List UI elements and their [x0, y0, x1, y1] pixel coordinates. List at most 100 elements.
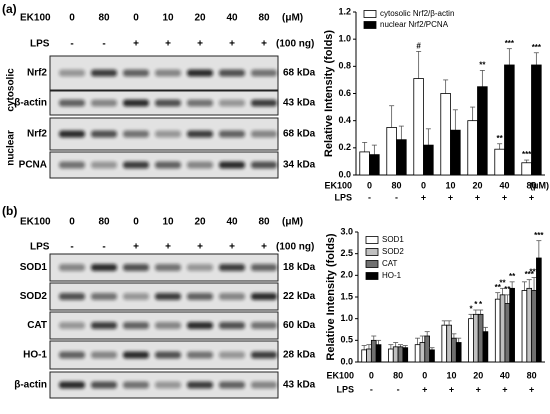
legend-label: HO-1 [382, 271, 402, 280]
blot-band [219, 351, 245, 359]
bar [477, 313, 484, 363]
bar [441, 324, 448, 363]
lps-sign: + [197, 242, 203, 253]
lps-unit: (100 ng) [276, 242, 314, 253]
blot-band [219, 264, 245, 271]
blot-band [187, 264, 213, 271]
blot-band [251, 161, 277, 169]
ek100-dose: 40 [226, 13, 238, 24]
blot-band [187, 322, 213, 329]
protein-size: 22 kDa [283, 291, 316, 302]
bar [423, 144, 434, 176]
x-tick-label: 80 [391, 180, 401, 190]
blot-band [155, 130, 181, 138]
bar [531, 290, 537, 363]
bar [509, 287, 515, 363]
bar [397, 346, 404, 363]
protein-name: SOD1 [20, 262, 48, 273]
blot-band [123, 264, 149, 271]
x-unit: (μM) [530, 180, 549, 190]
y-tick-label: 1.0 [338, 34, 351, 44]
lps-sign: + [133, 39, 139, 50]
ek100-unit: (μM) [282, 217, 303, 228]
bar [440, 93, 451, 176]
blot-band [155, 69, 181, 77]
lps-sign: + [165, 39, 171, 50]
bar [494, 298, 501, 363]
lps-sign: + [448, 192, 453, 202]
protein-name: PCNA [19, 160, 47, 171]
x-tick-label: 80 [527, 370, 537, 380]
x-tick-label: 10 [445, 180, 455, 190]
legend-swatch [365, 236, 379, 244]
x-row-label: EK100 [326, 370, 354, 380]
lps-sign: + [261, 242, 267, 253]
lps-sign: - [102, 39, 105, 50]
blot-band [155, 293, 181, 300]
blot-band [123, 381, 149, 389]
lps-sign: + [502, 192, 507, 202]
lps-sign: + [449, 384, 454, 394]
ek100-dose: 80 [98, 13, 110, 24]
bar [369, 154, 380, 176]
legend-swatch [363, 21, 377, 29]
panel-label: (a) [2, 2, 17, 16]
bar [494, 148, 505, 176]
bar [531, 64, 542, 176]
ek100-dose: 10 [162, 13, 174, 24]
y-tick-label: 1.2 [338, 6, 351, 16]
y-tick-label: 0.4 [338, 115, 351, 125]
bar [504, 64, 515, 176]
bar [419, 342, 426, 363]
significance-mark: *** [532, 43, 542, 52]
significance-mark: ** [499, 278, 506, 287]
ek100-dose: 40 [226, 217, 238, 228]
blot-band [219, 293, 245, 300]
blot-band [187, 381, 213, 389]
y-axis-label: Relative Intensity (folds) [323, 30, 335, 157]
bar [414, 344, 421, 363]
blot-band [187, 161, 213, 169]
blot-band [91, 351, 117, 359]
blot-band [59, 264, 85, 271]
bar [386, 127, 397, 176]
bar [499, 294, 506, 363]
protein-name: β-actin [14, 380, 47, 391]
blot-band [155, 99, 181, 107]
bar [429, 349, 435, 363]
protein-size: 68 kDa [283, 129, 316, 140]
blot-band [251, 69, 277, 77]
significance-mark: ** [479, 61, 486, 70]
lps-sign: + [476, 384, 481, 394]
lps-sign: + [529, 384, 534, 394]
blot-band [251, 264, 277, 271]
ek100-dose: 10 [162, 217, 174, 228]
blot-band [187, 293, 213, 300]
significance-mark: # [416, 42, 421, 51]
protein-name: β-actin [14, 98, 47, 109]
blot-band [123, 99, 149, 107]
y-tick-label: 1.0 [340, 313, 353, 323]
bar [467, 120, 478, 176]
x-row-label: EK100 [324, 180, 352, 190]
blot-band [123, 322, 149, 329]
blot-band [219, 322, 245, 329]
significance-mark: ** [497, 134, 504, 143]
bar [450, 129, 461, 176]
blot-band [91, 69, 117, 77]
x-tick-label: 0 [369, 370, 374, 380]
legend-label: CAT [382, 259, 398, 268]
significance-mark: * [474, 300, 478, 309]
significance-mark: * [479, 300, 483, 309]
blot-band [91, 99, 117, 107]
blot-band [219, 69, 245, 77]
lps-row-label: LPS [336, 384, 354, 394]
x-tick-label: 0 [422, 370, 427, 380]
bar [536, 257, 542, 363]
blot-band [91, 264, 117, 271]
y-tick-label: 0.0 [338, 169, 351, 179]
protein-size: 43 kDa [283, 98, 316, 109]
protein-name: SOD2 [20, 291, 48, 302]
protein-name: Nrf2 [27, 68, 47, 79]
x-tick-label: 80 [393, 370, 403, 380]
